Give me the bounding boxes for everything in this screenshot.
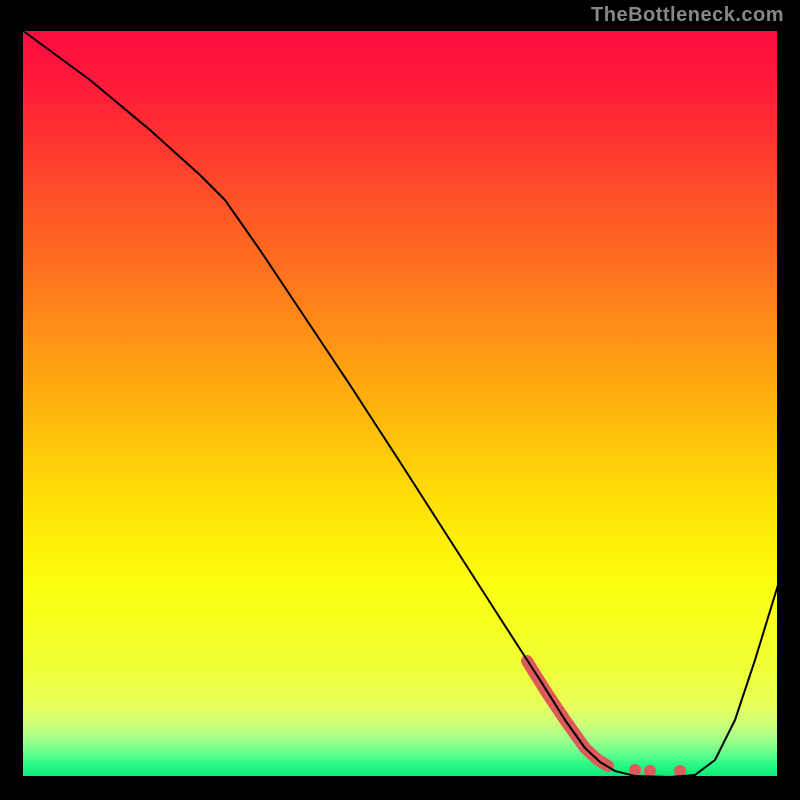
highlight-dot bbox=[644, 765, 656, 777]
watermark-text: TheBottleneck.com bbox=[591, 4, 784, 27]
plot-background bbox=[22, 30, 778, 777]
chart-svg bbox=[0, 0, 800, 800]
chart-container: TheBottleneck.com bbox=[0, 0, 800, 800]
